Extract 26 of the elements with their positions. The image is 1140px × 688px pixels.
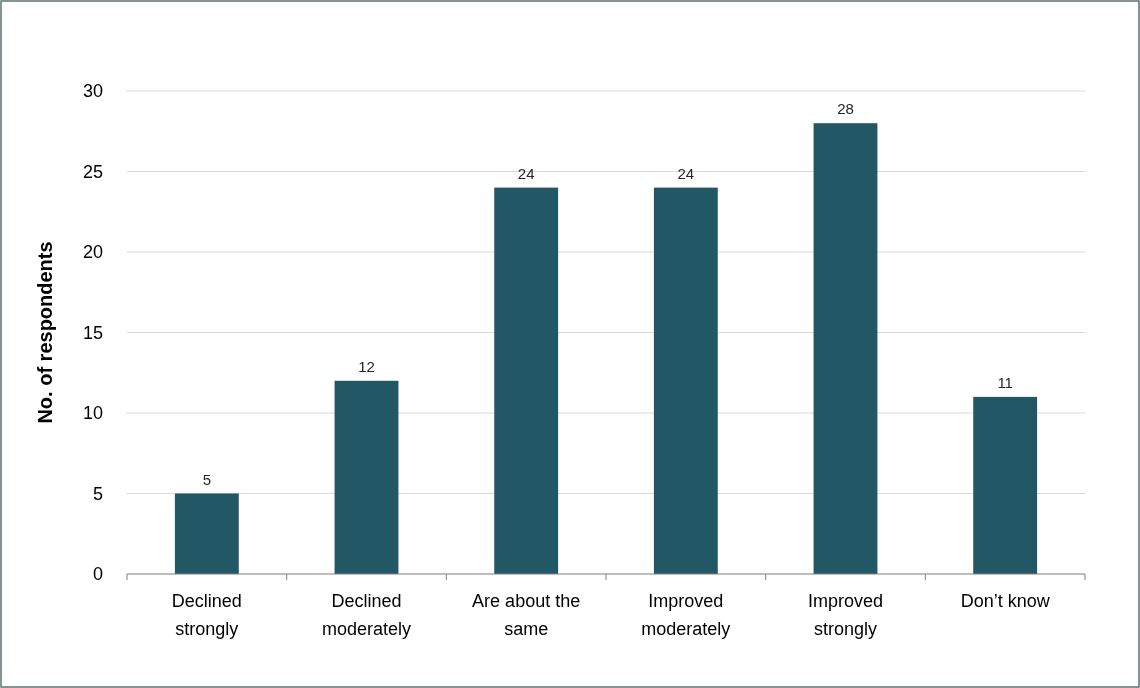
data-label: 24	[677, 164, 695, 182]
y-tick-label: 15	[82, 322, 103, 343]
bar	[973, 396, 1038, 574]
data-label: 24	[517, 164, 535, 182]
x-tick-label: Improved strongly	[807, 591, 884, 639]
bar	[494, 187, 559, 574]
y-tick-label: 10	[82, 403, 103, 424]
data-label: 5	[202, 470, 212, 488]
y-tick-label: 25	[82, 161, 103, 182]
bar	[653, 187, 718, 574]
y-tick-label: 0	[92, 564, 103, 585]
x-tick-label: Declined strongly	[171, 591, 242, 639]
x-tick-label: Improved moderately	[641, 591, 731, 639]
y-tick-label: 5	[92, 483, 103, 504]
x-tick-label: Are about the same	[472, 591, 581, 639]
data-label: 12	[358, 357, 375, 375]
x-tick-label: Declined moderately	[321, 591, 412, 639]
bar	[174, 493, 239, 574]
data-label: 28	[837, 100, 854, 118]
bar	[334, 380, 399, 574]
y-tick-label: 30	[82, 81, 103, 102]
x-tick-label: Don’t know	[960, 591, 1051, 611]
y-tick-label: 20	[82, 242, 103, 263]
bar	[813, 123, 878, 574]
data-label: 11	[997, 373, 1013, 391]
y-axis-title: No. of respondents	[34, 241, 56, 424]
